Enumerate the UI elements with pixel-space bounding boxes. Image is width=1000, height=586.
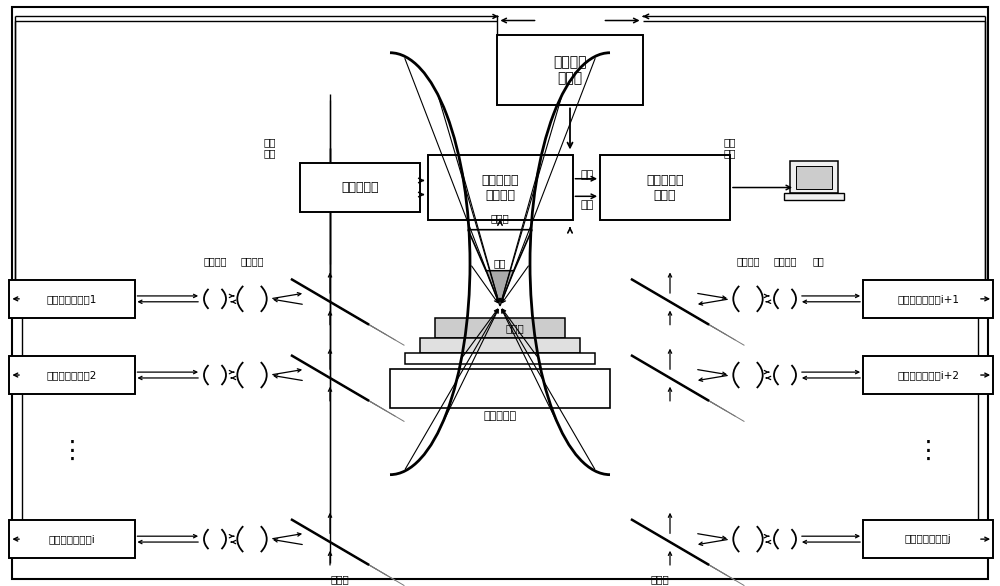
Text: 长焦透镜: 长焦透镜 [240,257,264,267]
Text: 太赫兹收发模块1: 太赫兹收发模块1 [47,294,97,304]
Text: 短焦透镜: 短焦透镜 [203,257,227,267]
Text: 压电体: 压电体 [491,213,509,223]
Text: 太赫兹收发模块2: 太赫兹收发模块2 [47,370,97,380]
Bar [863,280,993,318]
Bar [9,280,134,318]
Bar [497,35,642,105]
Text: 振荡信号源: 振荡信号源 [341,181,379,194]
Text: 三维控制台: 三维控制台 [483,411,517,421]
Text: 探针: 探针 [494,258,506,268]
Text: 幅度: 幅度 [580,169,594,180]
Bar [790,161,838,193]
Text: 太赫兹收发模块i+2: 太赫兹收发模块i+2 [897,370,959,380]
Bar [600,155,730,220]
Bar [784,193,844,200]
Polygon shape [486,271,514,306]
Bar [9,520,134,558]
Text: 短焦透镜: 短焦透镜 [773,257,797,267]
Text: 反射镜: 反射镜 [331,574,349,584]
Bar [863,356,993,394]
Bar [863,520,993,558]
Bar [420,338,580,353]
Bar [9,356,134,394]
Text: 高速数据采
集模块: 高速数据采 集模块 [646,173,684,202]
Text: 扫频微波
激励源: 扫频微波 激励源 [553,55,587,86]
Bar [796,166,832,189]
Text: 高阶解调锁
相放大器: 高阶解调锁 相放大器 [481,173,519,202]
Bar [435,318,565,338]
Bar [390,369,610,408]
Text: 太赫兹收发模块i: 太赫兹收发模块i [49,534,95,544]
Text: 太赫兹收发模块i+1: 太赫兹收发模块i+1 [897,294,959,304]
Text: 太赫兹收发模块j: 太赫兹收发模块j [905,534,951,544]
Bar [405,353,595,364]
Text: ⋮: ⋮ [916,440,940,463]
Text: 相位: 相位 [580,200,594,210]
Text: 抛物
面镜: 抛物 面镜 [264,137,276,158]
Text: 反射镜: 反射镜 [651,574,669,584]
Text: 抛物
面镜: 抛物 面镜 [724,137,736,158]
Text: 天线: 天线 [812,257,824,267]
Bar [428,155,572,220]
Text: ⋮: ⋮ [60,440,84,463]
Bar [300,162,420,212]
Text: 待测物: 待测物 [505,323,524,333]
Text: 长焦透镜: 长焦透镜 [736,257,760,267]
